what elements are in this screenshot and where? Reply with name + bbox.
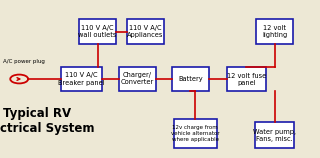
Bar [127, 19, 164, 44]
Bar [172, 67, 209, 91]
Bar [173, 119, 217, 148]
Text: Water pump,
Fans, misc.: Water pump, Fans, misc. [253, 129, 296, 142]
Text: 12v charge from
vehicle alternator
where applicable: 12v charge from vehicle alternator where… [171, 125, 220, 142]
Text: Typical RV
Electrical System: Typical RV Electrical System [0, 107, 94, 135]
Text: 110 V A/C
wall outlets: 110 V A/C wall outlets [78, 25, 117, 38]
Text: A/C power plug: A/C power plug [3, 59, 45, 64]
Text: 12 volt
lighting: 12 volt lighting [262, 25, 287, 38]
Bar [79, 19, 116, 44]
Bar [61, 67, 102, 91]
Text: Charger/
Converter: Charger/ Converter [121, 73, 154, 85]
Text: 110 V A/C
Breaker panel: 110 V A/C Breaker panel [58, 73, 105, 85]
Text: Battery: Battery [178, 76, 203, 82]
Bar [119, 67, 156, 91]
Bar [227, 67, 266, 91]
Bar [255, 122, 294, 148]
Text: 12 volt fuse
panel: 12 volt fuse panel [227, 73, 266, 85]
Bar [256, 19, 293, 44]
Text: 110 V A/C
Appliances: 110 V A/C Appliances [127, 25, 164, 38]
